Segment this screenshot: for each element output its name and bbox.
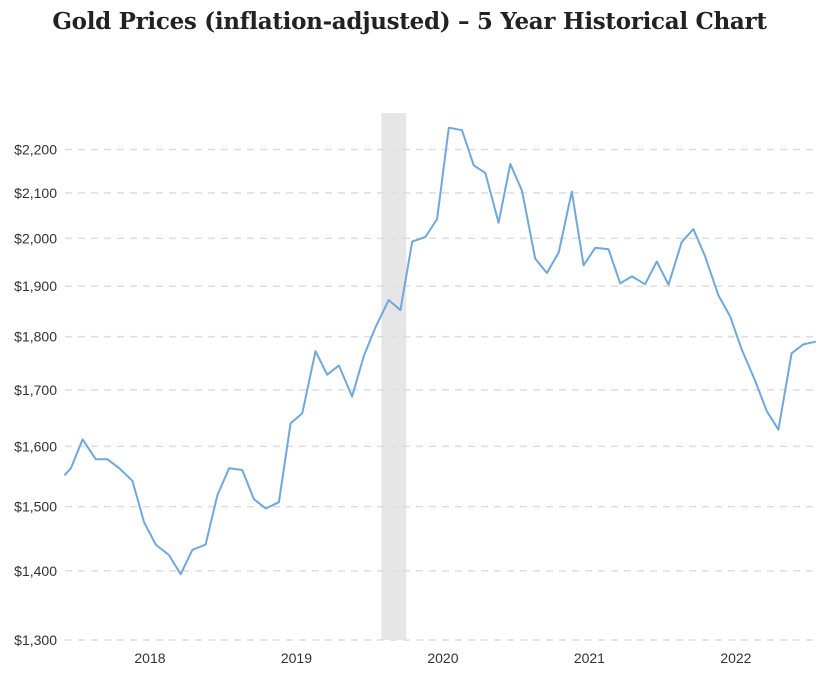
- x-tick-label-2020: 2020: [427, 650, 458, 666]
- data-point: [790, 352, 792, 354]
- data-point: [155, 543, 157, 545]
- data-point: [729, 315, 731, 317]
- data-point: [326, 373, 328, 375]
- gridlines: [65, 148, 815, 641]
- y-tick-label-2100: $2,100: [14, 185, 57, 201]
- data-point: [704, 255, 706, 257]
- data-point: [436, 218, 438, 220]
- x-tick-label-2022: 2022: [720, 650, 751, 666]
- data-point: [216, 494, 218, 496]
- data-point: [301, 412, 303, 414]
- data-point: [741, 348, 743, 350]
- data-point: [411, 240, 413, 242]
- data-point: [692, 228, 694, 230]
- data-point: [388, 299, 390, 301]
- data-point: [777, 428, 779, 430]
- data-point: [106, 458, 108, 460]
- data-point: [191, 549, 193, 551]
- data-point: [363, 355, 365, 357]
- data-point: [70, 467, 72, 469]
- x-tick-label-2021: 2021: [574, 650, 605, 666]
- x-axis-ticks: 2018 2019 2020 2021 2022: [134, 650, 751, 666]
- y-tick-label-2000: $2,000: [14, 230, 57, 246]
- data-point: [557, 251, 559, 253]
- data-point: [607, 248, 609, 250]
- y-tick-label-1600: $1,600: [14, 438, 57, 454]
- data-point: [754, 379, 756, 381]
- data-point: [667, 284, 669, 286]
- y-tick-label-1400: $1,400: [14, 563, 57, 579]
- data-point: [631, 275, 633, 277]
- data-point: [509, 163, 511, 165]
- data-point: [571, 190, 573, 192]
- data-point: [180, 573, 182, 575]
- data-point: [118, 467, 120, 469]
- data-point: [253, 498, 255, 500]
- y-tick-label-2200: $2,200: [14, 142, 57, 158]
- data-point: [278, 501, 280, 503]
- data-point: [484, 172, 486, 174]
- y-axis-ticks: $1,300 $1,400 $1,500 $1,600 $1,700 $1,800 $1,9…: [14, 142, 57, 648]
- data-point: [81, 438, 83, 440]
- data-point: [497, 221, 499, 223]
- data-point: [546, 272, 548, 274]
- data-point: [594, 247, 596, 249]
- data-point: [802, 343, 804, 345]
- data-point: [314, 350, 316, 352]
- y-tick-label-1300: $1,300: [14, 632, 57, 648]
- shaded-region: [381, 113, 407, 640]
- series-layer: [64, 126, 816, 576]
- shaded-region-layer: [381, 113, 407, 640]
- data-point: [424, 236, 426, 238]
- data-point: [264, 507, 266, 509]
- data-point: [204, 543, 206, 545]
- data-point: [168, 554, 170, 556]
- data-point: [351, 395, 353, 397]
- data-point: [765, 410, 767, 412]
- y-tick-label-1800: $1,800: [14, 329, 57, 345]
- data-point: [656, 260, 658, 262]
- data-point: [582, 264, 584, 266]
- data-point: [399, 309, 401, 311]
- data-point: [461, 129, 463, 131]
- data-point: [64, 474, 66, 476]
- data-point: [143, 521, 145, 523]
- data-point: [131, 480, 133, 482]
- y-tick-label-1500: $1,500: [14, 499, 57, 515]
- data-point: [338, 364, 340, 366]
- data-point: [289, 422, 291, 424]
- series-line-gold-price: [64, 126, 816, 576]
- y-tick-label-1900: $1,900: [14, 278, 57, 294]
- data-point: [95, 458, 97, 460]
- data-point: [717, 294, 719, 296]
- x-tick-label-2018: 2018: [134, 650, 165, 666]
- data-point: [644, 283, 646, 285]
- data-point: [680, 241, 682, 243]
- data-point: [241, 469, 243, 471]
- chart-title: Gold Prices (inflation-adjusted) – 5 Yea…: [52, 8, 767, 35]
- data-point: [374, 326, 376, 328]
- data-point: [228, 467, 230, 469]
- data-point: [814, 341, 816, 343]
- x-tick-label-2019: 2019: [281, 650, 312, 666]
- data-point: [534, 257, 536, 259]
- data-point: [521, 189, 523, 191]
- data-point: [619, 282, 621, 284]
- y-tick-label-1700: $1,700: [14, 382, 57, 398]
- data-point: [448, 127, 450, 129]
- data-point: [472, 164, 474, 166]
